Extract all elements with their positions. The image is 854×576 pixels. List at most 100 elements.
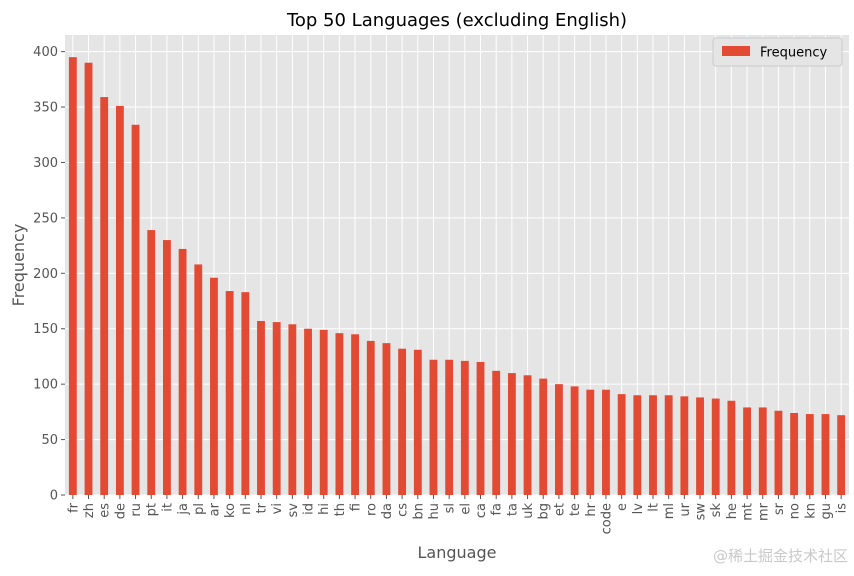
y-tick-label: 350 [33,101,58,116]
x-tick-label: fi [349,503,364,511]
x-tick-label: e [615,503,630,511]
y-axis-label: Frequency [9,224,28,307]
bar [272,322,281,495]
x-tick-label: lv [631,503,646,515]
x-tick-label: hr [584,502,599,516]
x-tick-label: he [725,503,740,519]
x-tick-label: et [552,503,567,516]
bar [664,395,673,495]
bar [68,57,77,496]
x-tick-label: gu [819,503,834,520]
bar [633,395,642,495]
bar [523,375,532,495]
x-tick-label: code [599,503,614,534]
x-tick-label: de [113,503,128,519]
x-tick-label: bg [537,503,552,520]
x-tick-label: ca [474,503,489,518]
watermark: @稀土掘金技术社区 [712,547,848,565]
bar [225,291,234,495]
bar [257,320,265,495]
x-tick-label: bn [411,503,426,520]
bar [429,359,438,495]
bar [366,340,375,495]
x-tick-label: nl [239,503,254,515]
x-tick-label: ja [176,503,191,516]
legend-label: Frequency [760,46,827,61]
bar [617,394,626,495]
x-tick-label: hu [427,503,442,519]
x-tick-label: tr [255,502,270,513]
bar [241,292,250,495]
legend-swatch [722,46,750,56]
bar [382,343,391,495]
x-tick-label: ro [364,503,379,516]
bar [319,329,328,495]
y-tick-label: 250 [33,211,58,226]
bar [586,389,595,495]
bar [680,396,689,495]
x-axis-label: Language [418,543,497,562]
bar [131,124,140,495]
y-tick-label: 0 [50,489,58,504]
bar [445,359,454,495]
bar [115,105,124,495]
x-tick-label: da [380,503,395,519]
bar [837,415,846,495]
x-tick-label: kn [803,503,818,519]
x-tick-label: id [302,503,317,515]
bar [100,97,109,495]
x-tick-label: te [568,503,583,516]
bar [413,349,422,495]
x-tick-label: ta [505,503,520,516]
x-tick-label: es [98,503,113,518]
bar [492,370,501,495]
bar [335,333,344,495]
bar [821,414,830,495]
x-tick-label: sr [772,502,787,515]
bar [711,398,720,495]
chart-title: Top 50 Languages (excluding English) [286,10,627,31]
y-tick-label: 100 [33,378,58,393]
x-tick-label: mt [741,503,756,521]
x-tick-label: sv [286,503,301,518]
x-tick-label: ko [223,503,238,518]
bar [539,378,548,495]
bar [476,361,485,495]
bar [727,400,736,495]
y-tick-label: 150 [33,322,58,337]
bar [351,334,359,495]
bar [570,386,579,495]
bar [743,407,751,495]
x-tick-label: sk [709,503,724,518]
bar [602,389,610,495]
x-tick-label: pl [192,503,207,515]
bar [210,277,218,495]
legend: Frequency [712,37,843,67]
bar [398,348,407,495]
bar [304,328,312,495]
x-tick-label: mr [756,502,771,521]
x-tick-label: th [333,503,348,516]
x-tick-label: cs [396,503,411,517]
x-tick-label: fa [490,503,505,516]
x-tick-label: hi [317,503,332,515]
y-tick-label: 300 [33,156,58,171]
x-tick-label: uk [521,503,536,519]
plot-area: 0 50 100 150 200 250 300 350 400 fr zh es de ru pt it ja… [33,35,850,534]
bar [178,248,187,495]
bar [147,230,156,495]
x-tick-label: ml [662,503,677,519]
y-tick-label: 400 [33,45,58,60]
bar [84,62,93,495]
bar [194,264,203,495]
x-tick-label: it [160,503,175,512]
x-tick-label: sw [694,503,709,521]
x-tick-label: ru [129,503,144,517]
x-tick-label: sl [443,503,458,513]
bar [758,407,767,495]
x-tick-label: lt [647,503,662,512]
bar [649,395,657,495]
x-tick-label: fr [66,502,81,513]
